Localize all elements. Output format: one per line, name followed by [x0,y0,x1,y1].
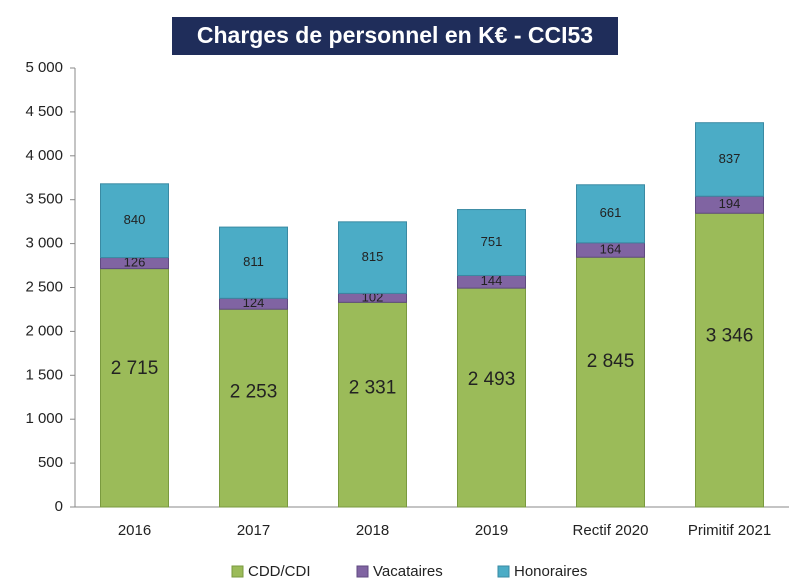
data-label: 164 [600,241,622,256]
data-label: 2 845 [587,351,635,372]
y-tick-label: 3 000 [25,235,63,252]
legend-swatch [356,565,369,578]
bar-segment [695,212,764,508]
bar-segment [100,268,169,508]
y-tick-label: 1 000 [25,410,63,427]
y-tick-label: 500 [38,454,63,471]
data-label: 811 [243,254,264,269]
y-tick-label: 4 500 [25,103,63,120]
x-tick-label: 2019 [475,522,508,539]
title-box [172,17,618,55]
x-tick-label: Primitif 2021 [688,522,771,539]
bar-segment [338,221,407,294]
x-tick-label: 2018 [356,522,389,539]
y-tick-label: 2 500 [25,278,63,295]
x-tick-label: Rectif 2020 [573,522,649,539]
data-label: 2 253 [230,381,278,402]
bar-segment [695,122,764,197]
data-label: 837 [719,151,741,166]
bar-segment [338,301,407,508]
data-label: 126 [124,255,146,270]
y-tick-label: 5 000 [25,59,63,76]
bar-segment [219,308,288,508]
data-label: 2 715 [111,358,159,379]
data-label: 2 493 [468,369,516,390]
y-tick-label: 0 [55,498,63,515]
legend-label: Honoraires [514,563,587,580]
legend-swatch [497,565,510,578]
data-label: 751 [481,234,503,249]
y-tick-label: 1 500 [25,366,63,383]
data-label: 661 [600,205,622,220]
bar-segment [576,256,645,508]
data-label: 144 [481,273,503,288]
bar-segment [219,226,288,299]
legend-label: CDD/CDI [248,563,311,580]
bar-segment [457,287,526,508]
y-tick-label: 2 000 [25,322,63,339]
y-tick-label: 3 500 [25,191,63,208]
chart-title: Charges de personnel en K€ - CCI53 [197,22,593,48]
data-label: 840 [124,212,146,227]
data-label: 194 [719,196,741,211]
x-tick-label: 2016 [118,522,151,539]
bar-segment [576,184,645,244]
legend-label: Vacataires [373,563,443,580]
data-label: 2 331 [349,377,397,398]
y-tick-label: 4 000 [25,147,63,164]
data-label: 815 [362,249,384,264]
x-tick-label: 2017 [237,522,270,539]
legend-swatch [231,565,244,578]
data-label: 3 346 [706,326,754,347]
bar-segment [100,183,169,259]
data-label: 124 [243,295,265,310]
bar-segment [457,209,526,276]
